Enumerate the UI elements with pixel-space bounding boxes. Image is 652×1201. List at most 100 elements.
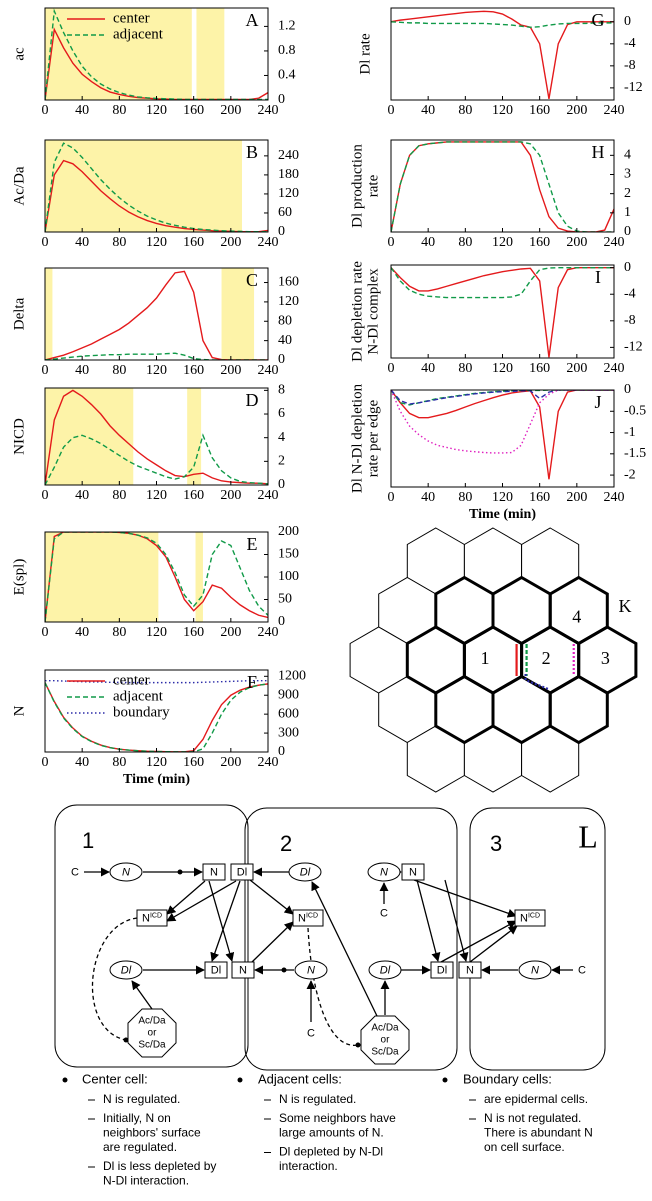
note-item: neighbors' surface [103, 1126, 201, 1140]
note-item: N is regulated. [279, 1092, 356, 1106]
panel-letter: C [246, 270, 258, 290]
dashed-link [307, 927, 359, 1046]
y-tick-label: 120 [278, 186, 299, 201]
node-label-main: N [409, 866, 417, 878]
node-label-main: N [298, 912, 306, 924]
node: C [307, 1027, 315, 1039]
arrow [166, 880, 237, 922]
x-tick-label: 80 [458, 361, 472, 376]
legend-label: adjacent [113, 26, 164, 42]
x-tick-label: 200 [566, 235, 587, 250]
y-tick-label: 300 [278, 725, 299, 740]
junction-dot [177, 869, 183, 875]
x-tick-label: 0 [388, 103, 395, 118]
node-label: Sc/Da [138, 1040, 166, 1051]
series-line [391, 141, 614, 232]
note-item: on cell surface. [484, 1140, 565, 1154]
shaded-region [45, 268, 53, 360]
node-box [231, 961, 255, 979]
node-oval [294, 960, 328, 980]
node-label: Ac/Da [371, 1023, 399, 1034]
y-tick-label: -4 [624, 286, 636, 301]
series-line [391, 141, 614, 232]
shaded-region [45, 532, 159, 622]
cell-number: 2 [280, 831, 292, 856]
node-label: N [307, 964, 315, 976]
cell-number: 1 [82, 828, 94, 853]
node-label-main: Dl [380, 964, 391, 976]
node: N [231, 961, 255, 979]
y-tick-label: 50 [278, 592, 292, 607]
node-oval [288, 862, 322, 882]
cell-outline [469, 807, 606, 1071]
node-oval [367, 862, 401, 882]
node: N [202, 863, 226, 881]
x-tick-label: 120 [492, 490, 513, 505]
x-tick-label: 80 [112, 235, 126, 250]
node-box [292, 909, 324, 927]
node-box [230, 863, 254, 881]
cell-label: 2 [542, 648, 551, 668]
node-label: N [531, 964, 539, 976]
node-label: N [466, 964, 474, 976]
y-tick-label: 6 [278, 406, 285, 421]
arrow [440, 920, 517, 963]
panel-letter: E [247, 534, 258, 554]
x-tick-label: 80 [112, 103, 126, 118]
panel-letter: H [592, 142, 605, 162]
panel: 0 40 80 120 160 200 240 0 -0.5 -1 -1.5 -2 Dl N-Dl de… [349, 382, 646, 522]
y-tick-label: -4 [624, 36, 636, 51]
node-label-main: Dl [437, 964, 447, 976]
node: Dl [288, 862, 322, 882]
y-tick-label: -8 [624, 313, 636, 328]
x-tick-label: 40 [75, 103, 89, 118]
shaded-region [45, 140, 242, 232]
bullet [237, 1077, 243, 1083]
y-tick-label: 0 [278, 744, 285, 759]
node-label: C [380, 907, 388, 919]
x-tick-label: 240 [258, 103, 279, 118]
series-line [391, 266, 614, 299]
x-tick-label: 80 [112, 755, 126, 770]
series-line [45, 270, 268, 360]
panel-letter: K [619, 596, 632, 616]
y-tick-label: -2 [624, 467, 636, 482]
x-tick-label: 200 [566, 361, 587, 376]
shaded-region [45, 8, 192, 100]
note-item: N is not regulated. [484, 1111, 581, 1125]
node-label-sup: ICD [306, 912, 318, 919]
y-axis-label: ac [11, 47, 27, 61]
shaded-region [45, 388, 134, 485]
node: NICD [136, 909, 168, 927]
y-axis-label: Dl depletion rate [349, 261, 365, 362]
y-tick-label: -1.5 [624, 446, 646, 461]
y-axis-label: Dl rate [357, 33, 373, 75]
y-axis-label: Delta [11, 297, 27, 330]
panel: 0 40 80 120 160 200 240 0 -4 -8 -12 Dl rate G [357, 7, 643, 118]
x-tick-label: 120 [146, 363, 167, 378]
x-tick-label: 40 [75, 363, 89, 378]
y-tick-label: 0 [624, 224, 631, 239]
node-box [136, 909, 168, 927]
shaded-region [187, 388, 202, 485]
panel-letter: F [247, 672, 257, 692]
note-item: are regulated. [103, 1140, 177, 1154]
x-tick-label: 200 [220, 625, 241, 640]
node-box [202, 863, 226, 881]
x-tick-label: 40 [421, 361, 435, 376]
bullet [62, 1077, 68, 1083]
arrow [208, 880, 235, 962]
note-item: N is regulated. [103, 1092, 180, 1106]
node-box [430, 961, 454, 979]
legend-label: center [113, 10, 150, 26]
x-tick-label: 200 [220, 103, 241, 118]
y-tick-label: -12 [624, 340, 643, 355]
panel-letter: B [246, 142, 258, 162]
y-axis-label: rate per edge [365, 399, 381, 477]
y-tick-label: 240 [278, 148, 299, 163]
x-tick-label: 120 [146, 488, 167, 503]
node-label: Dl [437, 964, 447, 976]
node-label: N [380, 866, 388, 878]
